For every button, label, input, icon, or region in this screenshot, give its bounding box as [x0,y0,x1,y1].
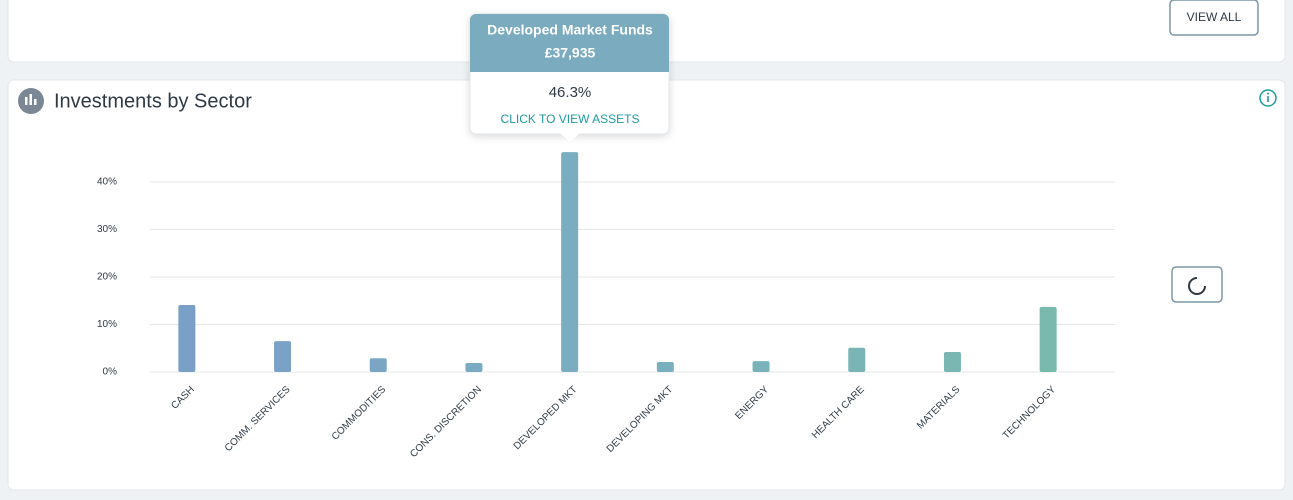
bar [274,341,292,372]
view-all-button[interactable] [1169,0,1259,36]
bar [656,362,674,372]
tooltip-action[interactable]: CLICK TO VIEW ASSETS [501,112,640,126]
bar [1039,306,1057,372]
bar [178,305,196,372]
tooltip-title: Developed Market Funds [487,22,653,38]
bar [752,361,770,372]
bar [369,358,387,372]
info-icon-dot [1267,92,1269,95]
chart-title: Investments by Sector [54,90,252,112]
view-all-label[interactable]: VIEW ALL [1187,10,1242,24]
bar [943,352,961,372]
tooltip-pointer [560,133,580,142]
refresh-icon [1188,277,1206,295]
y-tick-label: 30% [97,224,117,235]
info-icon[interactable] [1259,89,1277,107]
bar [465,362,483,372]
y-tick-label: 10% [97,319,117,330]
bar [848,347,866,372]
tooltip-header [470,14,669,72]
y-tick-label: 40% [97,177,117,188]
y-tick-label: 0% [103,367,118,378]
tooltip[interactable]: Developed Market Funds £37,935 46.3% CLI… [469,13,670,142]
bar [561,152,579,372]
chart-card [7,79,1286,491]
y-tick-label: 20% [97,272,117,283]
refresh-button[interactable] [1171,266,1223,303]
tooltip-amount: £37,935 [545,45,596,61]
chart-icon-bars [25,94,37,105]
info-icon-stem [1267,96,1269,102]
tooltip-share: 46.3% [549,84,592,101]
